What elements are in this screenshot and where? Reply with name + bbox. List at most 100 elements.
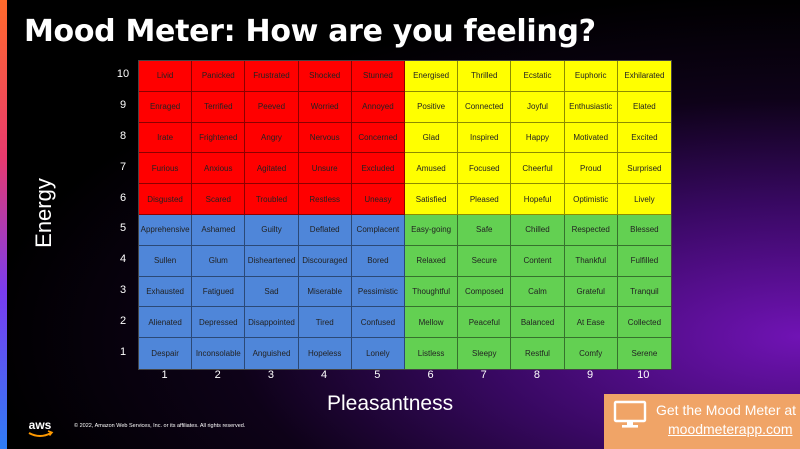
x-axis-label: Pleasantness — [327, 392, 454, 415]
mood-cell: Blessed — [617, 214, 671, 246]
y-tick-label: 4 — [119, 253, 127, 266]
promo-banner[interactable]: Get the Mood Meter at moodmeterapp.com — [604, 394, 800, 449]
mood-cell: Content — [511, 245, 565, 277]
mood-cell: Grateful — [564, 276, 618, 308]
x-tick-label: 8 — [533, 369, 540, 381]
mood-cell: Glad — [405, 122, 459, 154]
mood-cell: Nervous — [298, 122, 352, 154]
mood-cell: Depressed — [192, 307, 246, 339]
mood-cell: Amused — [405, 153, 459, 185]
mood-cell: Shocked — [298, 61, 352, 92]
mood-cell: Peeved — [245, 91, 299, 123]
mood-cell: Calm — [511, 276, 565, 308]
mood-cell: Ashamed — [192, 214, 246, 246]
y-tick-label: 7 — [119, 160, 127, 173]
mood-cell: Thrilled — [458, 61, 512, 92]
mood-cell: Troubled — [245, 184, 299, 215]
page-title: Mood Meter: How are you feeling? — [24, 14, 596, 49]
mood-cell: Frustrated — [245, 61, 299, 92]
x-tick-label: 6 — [427, 369, 434, 381]
mood-cell: Collected — [617, 307, 671, 339]
mood-cell: Easy-going — [405, 214, 459, 246]
mood-cell: Livid — [139, 61, 193, 92]
mood-cell: Alienated — [139, 307, 193, 339]
mood-cell: Composed — [458, 276, 512, 308]
mood-cell: Balanced — [511, 307, 565, 339]
mood-cell: Restless — [298, 184, 352, 215]
mood-cell: Disgusted — [139, 184, 193, 215]
mood-cell: Agitated — [245, 153, 299, 185]
aws-logo: aws — [24, 418, 56, 440]
mood-cell: Focused — [458, 153, 512, 185]
promo-link[interactable]: moodmeterapp.com — [668, 421, 793, 437]
mood-cell: Discouraged — [298, 245, 352, 277]
mood-cell: Happy — [511, 122, 565, 154]
mood-cell: Worried — [298, 91, 352, 123]
mood-cell: Irate — [139, 122, 193, 154]
mood-cell: Hopeful — [511, 184, 565, 215]
mood-cell: Enthusiastic — [564, 91, 618, 123]
mood-cell: Surprised — [617, 153, 671, 185]
y-tick-label: 8 — [119, 130, 127, 142]
mood-cell: Annoyed — [351, 91, 405, 123]
aws-logo-text: aws — [28, 418, 52, 432]
mood-cell: Hopeless — [298, 338, 352, 369]
mood-cell: Fatigued — [192, 276, 246, 308]
mood-cell: Joyful — [511, 91, 565, 123]
mood-cell: Lonely — [351, 338, 405, 369]
mood-cell: Despair — [139, 338, 193, 369]
mood-cell: Restful — [511, 338, 565, 369]
mood-cell: Unsure — [298, 153, 352, 185]
mood-cell: Scared — [192, 184, 246, 215]
y-axis-label: Energy — [31, 178, 56, 248]
mood-cell: Sullen — [139, 245, 193, 277]
x-tick-label: 5 — [374, 369, 381, 381]
y-tick-label: 2 — [119, 314, 127, 327]
mood-cell: Connected — [458, 91, 512, 123]
mood-cell: Cheerful — [511, 153, 565, 185]
mood-cell: Disheartened — [245, 245, 299, 277]
mood-cell: Stunned — [351, 61, 405, 92]
mood-cell: Serene — [617, 338, 671, 369]
accent-bar — [0, 0, 7, 449]
mood-cell: Bored — [351, 245, 405, 277]
promo-text: Get the Mood Meter at — [656, 402, 797, 418]
y-tick-label: 1 — [119, 345, 127, 358]
mood-cell: Sleepy — [458, 338, 512, 369]
mood-cell: Satisfied — [405, 184, 459, 215]
mood-cell: Guilty — [245, 214, 299, 246]
mood-cell: Inspired — [458, 122, 512, 154]
y-tick-label: 10 — [116, 68, 130, 81]
mood-cell: Thoughtful — [405, 276, 459, 308]
mood-cell: Fulfilled — [617, 245, 671, 277]
mood-cell: Euphoric — [564, 61, 618, 92]
monitor-icon — [613, 400, 647, 428]
mood-cell: Apprehensive — [139, 214, 193, 246]
mood-cell: Pleased — [458, 184, 512, 215]
mood-cell: Sad — [245, 276, 299, 308]
mood-cell: Tranquil — [617, 276, 671, 308]
x-tick-label: 10 — [637, 369, 650, 381]
mood-cell: Lively — [617, 184, 671, 215]
x-tick-label: 1 — [161, 369, 168, 381]
mood-cell: Panicked — [192, 61, 246, 92]
x-tick-label: 9 — [587, 369, 594, 381]
mood-cell: Excluded — [351, 153, 405, 185]
x-tick-label: 7 — [480, 369, 487, 381]
x-tick-label: 4 — [321, 369, 328, 381]
mood-cell: Chilled — [511, 214, 565, 246]
mood-cell: At Ease — [564, 307, 618, 339]
mood-cell: Peaceful — [458, 307, 512, 339]
x-tick-label: 3 — [267, 369, 274, 381]
mood-cell: Exhilarated — [617, 61, 671, 92]
mood-cell: Exhausted — [139, 276, 193, 308]
mood-cell: Proud — [564, 153, 618, 185]
mood-cell: Respected — [564, 214, 618, 246]
mood-cell: Anxious — [192, 153, 246, 185]
mood-cell: Ecstatic — [511, 61, 565, 92]
y-tick-label: 3 — [119, 284, 127, 296]
mood-cell: Optimistic — [564, 184, 618, 215]
mood-cell: Confused — [351, 307, 405, 339]
mood-cell: Deflated — [298, 214, 352, 246]
mood-cell: Anguished — [245, 338, 299, 369]
